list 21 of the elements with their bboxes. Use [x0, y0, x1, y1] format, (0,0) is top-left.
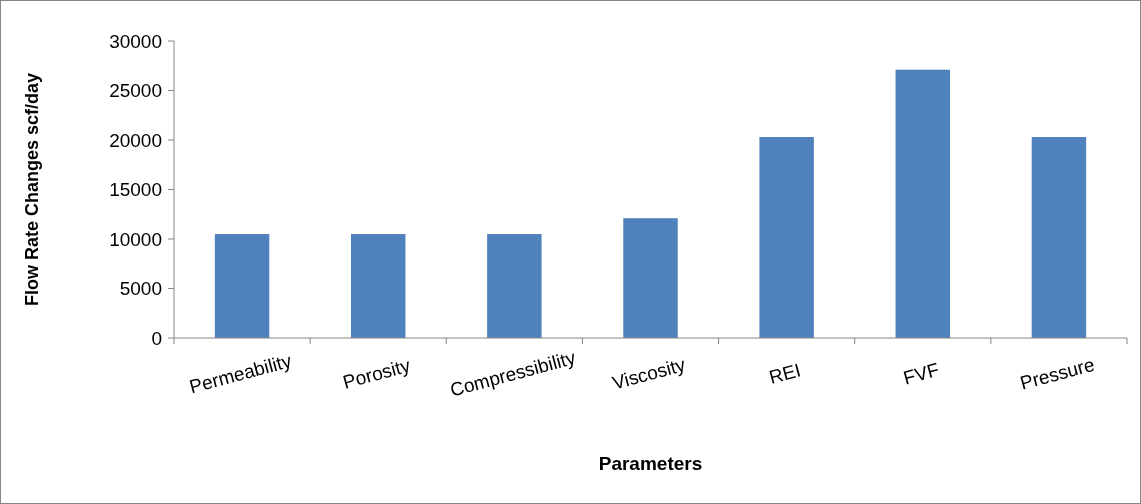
- y-tick-label: 30000: [109, 30, 162, 52]
- bar: [487, 234, 542, 338]
- y-axis-title: Flow Rate Changes scf/day: [22, 72, 42, 307]
- x-tick-label: Pressure: [1017, 353, 1097, 394]
- y-tick-label: 5000: [119, 278, 162, 300]
- bar: [623, 218, 678, 338]
- x-tick-label: REI: [766, 359, 803, 388]
- y-tick-label: 20000: [109, 129, 162, 151]
- x-tick-label: Viscosity: [610, 353, 689, 394]
- x-axis-title: Parameters: [598, 453, 703, 474]
- bar: [350, 234, 406, 338]
- bar: [759, 137, 814, 338]
- bar: [1031, 137, 1087, 338]
- bar: [895, 69, 951, 338]
- bar: [214, 234, 270, 338]
- y-tick-label: 25000: [109, 80, 162, 102]
- x-tick-label: FVF: [901, 358, 942, 389]
- y-tick-label: 0: [151, 327, 162, 349]
- y-tick-label: 10000: [109, 228, 162, 250]
- y-tick-label: 15000: [109, 179, 162, 201]
- x-tick-label: Porosity: [340, 354, 413, 393]
